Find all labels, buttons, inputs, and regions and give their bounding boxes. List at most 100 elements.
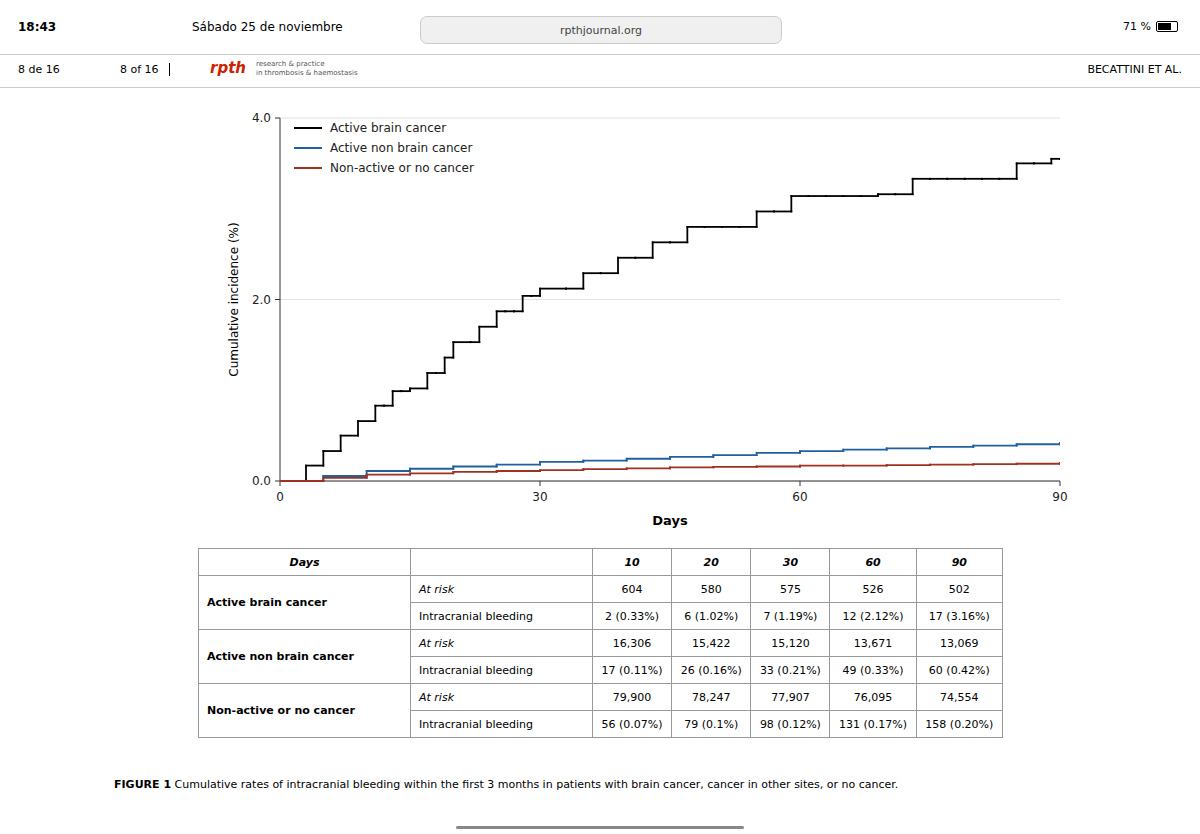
table-cell: 79,900	[593, 684, 672, 711]
step-segment	[774, 211, 791, 213]
step-segment	[635, 257, 652, 259]
step-segment	[384, 405, 393, 407]
table-cell: 2 (0.33%)	[593, 603, 672, 630]
table-header-row: Days1020306090	[199, 549, 1003, 576]
table-cell: 6 (1.02%)	[672, 603, 751, 630]
header-rule	[0, 87, 1200, 88]
plot-area	[280, 159, 1060, 481]
table-cell: 79 (0.1%)	[672, 711, 751, 738]
step-segment	[800, 450, 843, 452]
step-riser	[496, 311, 498, 326]
step-segment	[1051, 158, 1060, 160]
x-tick-label: 30	[532, 490, 547, 504]
table-cell: 13,671	[830, 630, 916, 657]
table-cell: 16,306	[593, 630, 672, 657]
step-segment	[583, 460, 626, 462]
caption-text: Cumulative rates of intracranial bleedin…	[171, 778, 898, 791]
step-segment	[401, 390, 410, 392]
x-tick	[1060, 481, 1061, 486]
step-segment	[341, 435, 358, 437]
y-tick-label: 0.0	[252, 474, 271, 488]
table-header-cell: 20	[672, 549, 751, 576]
table-cell: 56 (0.07%)	[593, 711, 672, 738]
caption-label: FIGURE 1	[114, 778, 171, 791]
step-segment	[809, 195, 826, 197]
step-segment	[1017, 463, 1060, 465]
table-cell: 502	[916, 576, 1002, 603]
step-segment	[947, 178, 964, 180]
table-cell: 15,120	[751, 630, 830, 657]
step-segment	[323, 475, 366, 477]
header-right: BECATTINI ET AL.	[1087, 63, 1182, 76]
step-segment	[713, 454, 756, 456]
grid-line	[280, 481, 1060, 482]
step-riser	[756, 211, 758, 226]
x-tick-label: 0	[276, 490, 284, 504]
step-segment	[410, 468, 453, 470]
step-segment	[566, 288, 583, 290]
step-segment	[861, 195, 878, 197]
step-segment	[497, 464, 540, 466]
step-segment	[930, 446, 973, 448]
legend-swatch	[294, 127, 322, 129]
step-segment	[323, 450, 340, 452]
y-tick-label: 2.0	[252, 293, 271, 307]
step-segment	[973, 463, 1016, 465]
step-segment	[531, 295, 540, 297]
step-segment	[670, 241, 687, 243]
step-segment	[540, 461, 583, 463]
table-header-cell: 90	[916, 549, 1002, 576]
step-segment	[540, 469, 583, 471]
table-header-cell: 10	[593, 549, 672, 576]
header-left: 8 de 16	[18, 63, 60, 76]
step-segment	[367, 470, 410, 472]
table-cell: 49 (0.33%)	[830, 657, 916, 684]
step-segment	[713, 466, 756, 468]
step-segment	[791, 195, 808, 197]
step-segment	[705, 226, 722, 228]
step-riser	[305, 466, 307, 481]
status-day: Sábado 25 de noviembre	[192, 20, 343, 34]
table-cell: 98 (0.12%)	[751, 711, 830, 738]
table-row: Active non brain cancerAt risk16,30615,4…	[199, 630, 1003, 657]
table-cell: 575	[751, 576, 830, 603]
x-axis-label: Days	[652, 513, 688, 528]
table-row-label: At risk	[411, 630, 593, 657]
step-series	[280, 159, 1060, 481]
header-page: 8 of 16	[120, 63, 170, 76]
step-riser	[340, 436, 342, 451]
step-segment	[410, 388, 427, 390]
table-cell: 26 (0.16%)	[672, 657, 751, 684]
url-bar[interactable]: rpthjournal.org	[420, 16, 782, 44]
step-segment	[670, 466, 713, 468]
table-row-label: Intracranial bleeding	[411, 711, 593, 738]
scroll-indicator	[456, 826, 744, 829]
step-segment	[800, 465, 843, 467]
step-segment	[453, 466, 496, 468]
journal-logo: rpth	[210, 59, 246, 77]
step-segment	[280, 480, 323, 482]
step-riser	[790, 196, 792, 211]
step-segment	[323, 477, 366, 479]
step-segment	[895, 193, 912, 195]
legend-label: Active brain cancer	[330, 121, 446, 135]
step-riser	[392, 391, 394, 406]
x-axis-line	[280, 481, 1060, 482]
step-riser	[912, 179, 914, 194]
step-segment	[973, 445, 1016, 447]
step-segment	[1017, 162, 1034, 164]
table-cell: 604	[593, 576, 672, 603]
table-cell: 15,422	[672, 630, 751, 657]
x-tick	[800, 481, 801, 486]
step-segment	[757, 211, 774, 213]
y-tick-label: 4.0	[252, 111, 271, 125]
table-cell: 158 (0.20%)	[916, 711, 1002, 738]
legend-label: Non-active or no cancer	[330, 161, 474, 175]
step-segment	[427, 372, 436, 374]
step-segment	[843, 465, 886, 467]
table-cell: 17 (3.16%)	[916, 603, 1002, 630]
y-tick	[275, 481, 280, 482]
step-riser	[1059, 462, 1060, 465]
step-segment	[436, 372, 445, 374]
step-segment	[843, 195, 860, 197]
